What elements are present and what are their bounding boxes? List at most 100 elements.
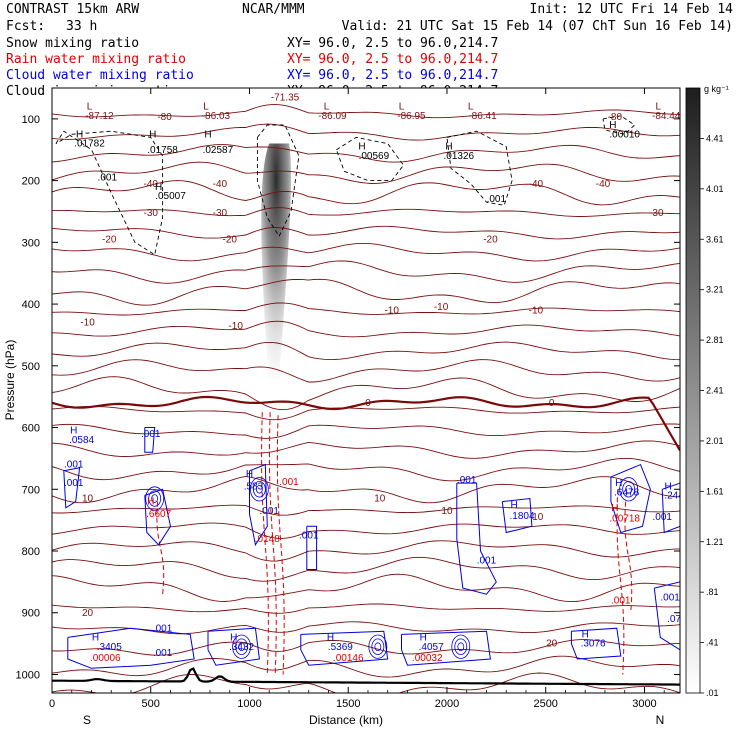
fcst-label: Fcst: [6, 19, 45, 34]
rain-label: .00032 [412, 653, 443, 664]
cloud-ice-isoline [602, 115, 636, 135]
cloud-ice-isoline [256, 124, 300, 238]
cloud-water-isoline [144, 427, 156, 453]
snow-maximum-label: H [204, 129, 211, 140]
colorbar-unit: g kg⁻¹ [704, 84, 729, 94]
x-tick-label: 2500 [533, 698, 557, 710]
snow-maximum-label: .02587 [203, 145, 234, 156]
fcst-value: 33 h [66, 19, 97, 34]
colorbar-tick-label: 3.21 [706, 285, 724, 295]
cloud-water-isoline [619, 477, 639, 502]
temperature-contour-label: -10 [384, 305, 399, 316]
rain-label: .0148 [255, 534, 280, 545]
temperature-isoline [52, 522, 680, 539]
cloud-ice-isoline [446, 130, 513, 206]
cloud-water-label: H [70, 426, 77, 437]
temperature-isoline [52, 457, 680, 482]
snow-maximum-label: .00569 [359, 151, 390, 162]
cloud-water-isoline [63, 467, 81, 509]
cloud-water-isoline [238, 642, 245, 651]
temperature-isoline [52, 104, 680, 119]
cloud-water-label: .07 [667, 614, 681, 625]
init-time: Init: 12 UTC Fri 14 Feb 14 [530, 2, 734, 17]
cloud-water-label: .3432 [229, 642, 254, 653]
cloud-water-isoline [457, 642, 465, 651]
temperature-contour-label: 0 [549, 398, 555, 409]
y-tick-label: 200 [22, 176, 40, 188]
freezing-level-contour [52, 395, 680, 451]
colorbar-tick-label: .81 [706, 587, 719, 597]
cloud-water-label: H [665, 481, 672, 492]
snow-maximum-label: H [149, 129, 156, 140]
rain-isoline [616, 489, 625, 675]
snow-maximum-label: .05007 [155, 191, 186, 202]
temperature-isoline [52, 655, 680, 678]
cloud-water-label: .5369 [328, 642, 353, 653]
temperature-contour-label: -10 [529, 305, 544, 316]
cloud-water-isoline [67, 627, 195, 669]
cloud-water-label: .4057 [419, 642, 444, 653]
temperature-contour-label: -40 [529, 179, 544, 190]
temperature-isoline [52, 260, 680, 284]
minimum-label: -84.44 [652, 111, 681, 122]
cloud-water-label: .001 [457, 475, 477, 486]
temperature-contour-label: -40 [213, 179, 228, 190]
south-endpoint-label: S [83, 713, 91, 727]
temperature-isoline [52, 123, 680, 141]
temperature-contour-label: -20 [223, 234, 238, 245]
x-tick-label: 3000 [632, 698, 656, 710]
cloud-water-isoline [622, 481, 636, 498]
cloud-water-label: .3405 [97, 642, 122, 653]
rain-label: .00718 [609, 513, 640, 524]
y-tick-label: 1000 [16, 669, 40, 681]
colorbar-tick-label: 4.01 [706, 184, 724, 194]
plot-area: -80 -80 -40 -40 -40 -40 -30 -30 -30 -20 -20 -20 -10 -… [52, 88, 681, 693]
cloud-water-label: .3076 [581, 639, 606, 650]
cloud-ice-isoline [335, 136, 405, 182]
cloud-water-label: H [327, 633, 334, 644]
cloud-water-isoline [249, 477, 269, 502]
temperature-isoline [52, 405, 680, 421]
rain-isoline [261, 412, 269, 675]
temperature-contour-label: 10 [374, 494, 386, 505]
cloud-water-label: .0584 [69, 435, 94, 446]
rain-isoline [276, 415, 285, 675]
x-tick-label: 500 [142, 698, 160, 710]
temperature-isoline [52, 225, 680, 240]
minimum-label: L [655, 102, 661, 113]
temperature-contour-label: -20 [102, 234, 117, 245]
cloud-water-isoline [374, 642, 382, 651]
cloud-water-label: H [92, 633, 99, 644]
y-tick-label: 300 [22, 237, 40, 249]
temperature-contours [52, 104, 680, 693]
temperature-isoline [52, 144, 680, 163]
zero-degree-isotherm [52, 395, 680, 451]
cloud-water-label: .001 [259, 506, 279, 517]
cloud-water-isoline [451, 634, 471, 659]
cloud-water-isoline [661, 482, 680, 534]
snow-maximum-label: .00010 [609, 129, 640, 140]
temperature-isoline [52, 440, 680, 459]
temperature-contour-label: -10 [434, 302, 449, 313]
colorbar-tick-label: 2.81 [706, 335, 724, 345]
temperature-isoline [52, 540, 680, 562]
colorbar-tick-label: 1.61 [706, 486, 724, 496]
snow-shading-column [261, 143, 291, 380]
y-axis-label: Pressure (hPa) [3, 340, 17, 421]
terrain-profile [52, 667, 680, 686]
snow-maximum-label: .01326 [444, 151, 475, 162]
x-tick-label: 1500 [336, 698, 360, 710]
temperature-isoline [52, 278, 680, 306]
rain-isoline [268, 412, 277, 675]
contour-labels: -80 -80 -40 -40 -40 -40 -30 -30 -30 -20 -20 -20 -10 -… [64, 92, 681, 664]
colorbar-tick-label: 4.41 [706, 133, 724, 143]
cloud-water-label: .001 [299, 531, 319, 542]
cloud-water-isoline [145, 486, 165, 511]
colorbar-tick-label: .01 [706, 688, 719, 698]
cloud-water-label: H [510, 500, 517, 511]
axes: 0 500 1000 1500 2000 2500 30001002003004005006… [3, 88, 680, 727]
x-tick-label: 1000 [237, 698, 261, 710]
cloud-water-label: H [246, 469, 253, 480]
cloud-water-isoline [144, 488, 172, 546]
